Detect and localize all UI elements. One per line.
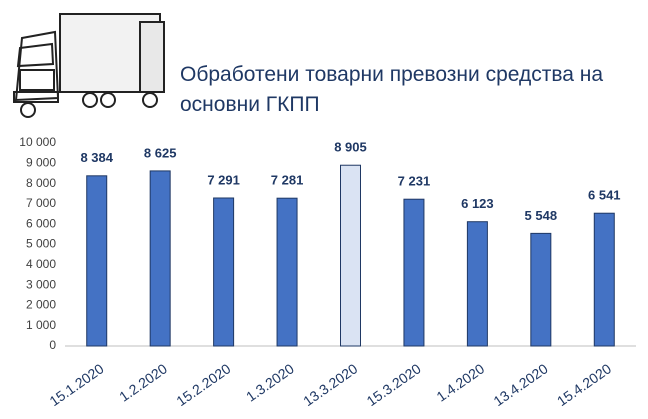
x-tick-label: 15.1.2020: [46, 360, 106, 409]
x-tick-label: 15.2.2020: [173, 360, 233, 409]
y-tick-label: 9 000: [26, 155, 56, 169]
x-tick-label: 15.3.2020: [364, 360, 424, 409]
page: 0 1 000 2 000 3 000 4 000 5 000 6 000 7 000 8 00…: [0, 0, 648, 419]
y-tick-label: 4 000: [26, 257, 56, 271]
bar: [467, 222, 487, 346]
bar: [87, 176, 107, 346]
bar: [277, 198, 297, 346]
bar: [150, 171, 170, 346]
bar: [531, 233, 551, 346]
y-tick-label: 6 000: [26, 216, 56, 230]
x-tick-label: 1.4.2020: [433, 360, 487, 404]
data-label: 7 291: [207, 172, 240, 187]
bar: [341, 165, 361, 346]
x-tick-label: 15.4.2020: [554, 360, 614, 409]
bar: [594, 213, 614, 346]
x-tick-label: 1.3.2020: [243, 360, 297, 404]
truck-icon: [14, 14, 164, 117]
data-label: 7 231: [398, 174, 431, 189]
x-tick-label: 1.2.2020: [116, 360, 170, 404]
data-label: 8 905: [334, 140, 367, 155]
y-tick-label: 0: [49, 338, 56, 352]
bar: [214, 198, 234, 346]
x-tick-label: 13.4.2020: [490, 360, 550, 409]
y-tick-label: 1 000: [26, 318, 56, 332]
chart-title: Обработени товарни превозни средства на …: [180, 60, 648, 120]
y-tick-label: 7 000: [26, 196, 56, 210]
y-tick-label: 2 000: [26, 298, 56, 312]
data-label: 7 281: [271, 173, 304, 188]
x-tick-label: 13.3.2020: [300, 360, 360, 409]
bar: [404, 199, 424, 346]
y-tick-label: 8 000: [26, 176, 56, 190]
data-label: 8 625: [144, 145, 177, 160]
data-label: 6 123: [461, 196, 494, 211]
data-label: 6 541: [588, 188, 621, 203]
y-tick-label: 5 000: [26, 237, 56, 251]
data-label: 8 384: [80, 150, 113, 165]
data-label: 5 548: [525, 208, 558, 223]
y-tick-label: 10 000: [19, 135, 56, 149]
y-tick-label: 3 000: [26, 277, 56, 291]
